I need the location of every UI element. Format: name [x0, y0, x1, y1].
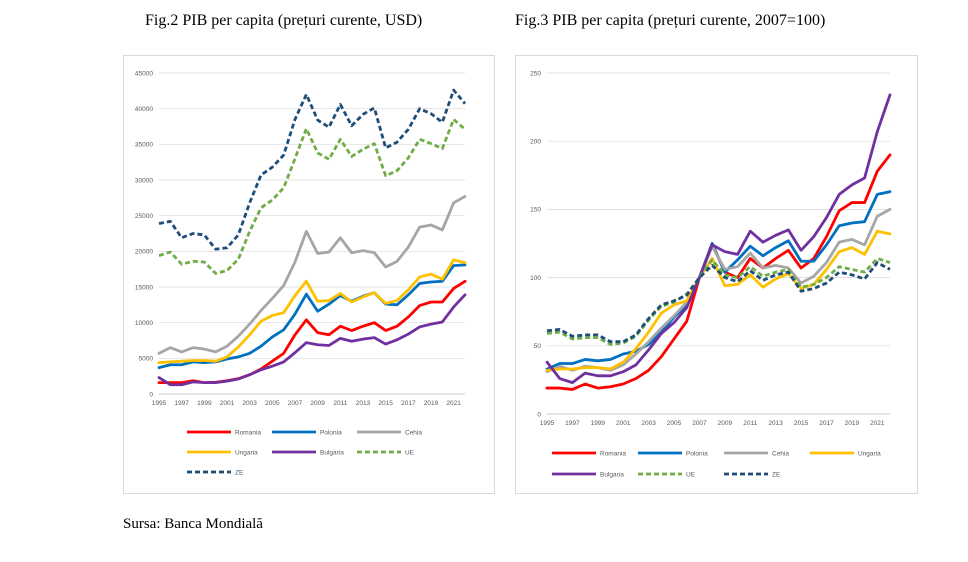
- legend-label: UE: [686, 471, 696, 478]
- x-tick-label: 2021: [446, 400, 461, 407]
- y-tick-label: 250: [530, 70, 541, 77]
- y-tick-label: 30000: [135, 177, 153, 184]
- x-tick-label: 2019: [424, 400, 439, 407]
- series-line-ze: [158, 88, 467, 251]
- fig3-chart: 0 50 100 150 200 250 1995 1997 1999 2001 2003 2005 2…: [530, 70, 892, 478]
- x-tick-label: 2017: [819, 420, 834, 427]
- x-tick-label: 2013: [356, 400, 371, 407]
- series-line-ue: [546, 257, 891, 346]
- x-tick-label: 1997: [565, 420, 580, 427]
- legend-label: Polonia: [320, 429, 342, 436]
- legend-label: Cehia: [772, 450, 789, 457]
- x-tick-label: 2015: [378, 400, 393, 407]
- y-tick-label: 50: [534, 343, 542, 350]
- series-line-bulgaria: [157, 293, 467, 387]
- series-line-romania: [157, 279, 467, 384]
- x-tick-label: 1995: [152, 400, 167, 407]
- x-tick-label: 2021: [870, 420, 885, 427]
- legend-label: Romania: [235, 429, 261, 436]
- y-tick-label: 150: [530, 207, 541, 214]
- x-tick-label: 2001: [220, 400, 235, 407]
- fig2-chart-panel: 0 5000 10000 15000 20000 25000 30000 35000 40000…: [123, 55, 495, 494]
- series-line-ungaria: [157, 258, 467, 365]
- x-tick-label: 2009: [310, 400, 325, 407]
- x-tick-label: 2001: [616, 420, 631, 427]
- x-tick-label: 2011: [333, 400, 347, 407]
- x-tick-label: 2015: [794, 420, 809, 427]
- fig2-title: Fig.2 PIB per capita (prețuri curente, U…: [145, 12, 423, 29]
- x-tick-label: 2007: [692, 420, 707, 427]
- x-tick-label: 2017: [401, 400, 416, 407]
- legend-label: Bulgaria: [320, 449, 344, 456]
- x-tick-label: 2007: [288, 400, 303, 407]
- legend-label: ZE: [235, 469, 244, 476]
- series-line-cehia: [545, 208, 892, 374]
- x-tick-label: 2003: [242, 400, 257, 407]
- x-tick-label: 2019: [845, 420, 860, 427]
- fig3-chart-panel: 0 50 100 150 200 250 1995 1997 1999 2001 2003 2005 2…: [515, 55, 918, 494]
- series-line-bulgaria: [545, 93, 892, 385]
- fig3-title: Fig.3 PIB per capita (prețuri curente, 2…: [515, 12, 826, 29]
- y-tick-label: 0: [149, 391, 153, 398]
- y-tick-label: 40000: [135, 106, 153, 113]
- fig2-chart: 0 5000 10000 15000 20000 25000 30000 35000 40000…: [135, 70, 467, 476]
- legend-label: Ungaria: [858, 450, 881, 457]
- legend-label: Bulgaria: [600, 471, 624, 478]
- y-tick-label: 15000: [135, 284, 153, 291]
- x-tick-label: 2013: [768, 420, 783, 427]
- series-line-polonia: [157, 263, 467, 370]
- y-tick-label: 100: [530, 275, 541, 282]
- x-tick-label: 2011: [743, 420, 757, 427]
- y-tick-label: 200: [530, 139, 541, 146]
- x-tick-label: 2003: [641, 420, 656, 427]
- y-tick-label: 5000: [139, 356, 154, 363]
- series-line-ze: [546, 261, 891, 344]
- series-line-polonia: [545, 190, 892, 371]
- x-tick-label: 2005: [265, 400, 280, 407]
- y-tick-label: 20000: [135, 249, 153, 256]
- y-tick-label: 0: [537, 411, 541, 418]
- y-tick-label: 10000: [135, 320, 153, 327]
- y-tick-label: 35000: [135, 142, 153, 149]
- x-tick-label: 1997: [174, 400, 189, 407]
- legend-label: ZE: [772, 471, 781, 478]
- y-tick-label: 45000: [135, 70, 153, 77]
- series-line-ue: [158, 117, 466, 275]
- legend-label: UE: [405, 449, 415, 456]
- x-tick-label: 1999: [591, 420, 606, 427]
- legend-label: Ungaria: [235, 449, 258, 456]
- x-tick-label: 2005: [667, 420, 682, 427]
- legend-label: Cehia: [405, 429, 422, 436]
- source-note: Sursa: Banca Mondială: [123, 516, 263, 532]
- legend-label: Romania: [600, 450, 626, 457]
- series-line-cehia: [157, 195, 467, 355]
- series-line-ungaria: [545, 229, 892, 372]
- x-tick-label: 2009: [718, 420, 733, 427]
- y-tick-label: 25000: [135, 213, 153, 220]
- x-tick-label: 1999: [197, 400, 212, 407]
- x-tick-label: 1995: [540, 420, 555, 427]
- legend-label: Polonia: [686, 450, 708, 457]
